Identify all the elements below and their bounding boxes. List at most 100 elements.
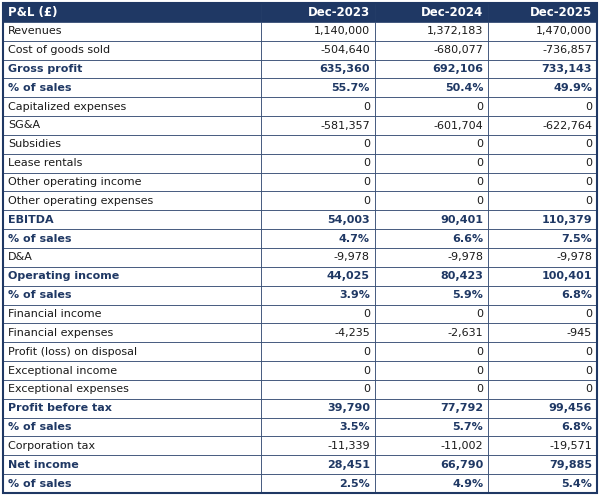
Text: Exceptional expenses: Exceptional expenses <box>8 384 129 394</box>
Bar <box>262 248 375 267</box>
Bar <box>488 323 597 342</box>
Text: Operating income: Operating income <box>8 271 119 281</box>
Bar <box>488 97 597 116</box>
Text: 0: 0 <box>585 366 592 375</box>
Bar <box>262 3 375 22</box>
Bar <box>375 418 488 436</box>
Bar <box>488 22 597 41</box>
Bar <box>375 116 488 135</box>
Bar <box>3 342 262 361</box>
Bar <box>488 229 597 248</box>
Bar <box>262 436 375 455</box>
Text: -11,002: -11,002 <box>440 441 483 451</box>
Text: 0: 0 <box>585 177 592 187</box>
Bar <box>488 173 597 191</box>
Bar <box>488 474 597 493</box>
Bar <box>262 323 375 342</box>
Text: 0: 0 <box>363 139 370 149</box>
Text: 7.5%: 7.5% <box>561 234 592 244</box>
Text: 0: 0 <box>585 139 592 149</box>
Bar <box>375 210 488 229</box>
Text: 0: 0 <box>363 196 370 206</box>
Text: 635,360: 635,360 <box>319 64 370 74</box>
Text: Exceptional income: Exceptional income <box>8 366 117 375</box>
Bar <box>375 3 488 22</box>
Bar <box>488 248 597 267</box>
Bar <box>375 191 488 210</box>
Bar <box>3 173 262 191</box>
Text: Capitalized expenses: Capitalized expenses <box>8 102 126 112</box>
Text: 1,372,183: 1,372,183 <box>427 26 483 36</box>
Text: 0: 0 <box>476 196 483 206</box>
Text: 0: 0 <box>585 158 592 168</box>
Text: 55.7%: 55.7% <box>331 83 370 93</box>
Bar <box>3 116 262 135</box>
Bar <box>262 154 375 173</box>
Text: -2,631: -2,631 <box>448 328 483 338</box>
Bar <box>262 173 375 191</box>
Text: 6.8%: 6.8% <box>561 290 592 300</box>
Text: -581,357: -581,357 <box>320 121 370 130</box>
Bar <box>262 97 375 116</box>
Text: Gross profit: Gross profit <box>8 64 82 74</box>
Bar <box>375 135 488 154</box>
Bar <box>262 286 375 305</box>
Bar <box>3 323 262 342</box>
Text: 0: 0 <box>585 102 592 112</box>
Bar <box>488 210 597 229</box>
Text: 0: 0 <box>476 384 483 394</box>
Text: 79,885: 79,885 <box>549 460 592 470</box>
Bar <box>375 267 488 286</box>
Text: 5.7%: 5.7% <box>452 422 483 432</box>
Text: -19,571: -19,571 <box>549 441 592 451</box>
Bar <box>375 474 488 493</box>
Bar <box>375 305 488 323</box>
Bar <box>375 78 488 97</box>
Bar <box>3 305 262 323</box>
Text: 0: 0 <box>585 309 592 319</box>
Text: 3.9%: 3.9% <box>339 290 370 300</box>
Bar <box>262 191 375 210</box>
Bar <box>3 135 262 154</box>
Text: 49.9%: 49.9% <box>553 83 592 93</box>
Bar <box>375 286 488 305</box>
Bar <box>3 229 262 248</box>
Text: Profit before tax: Profit before tax <box>8 403 112 413</box>
Bar <box>488 154 597 173</box>
Bar <box>488 286 597 305</box>
Text: 50.4%: 50.4% <box>445 83 483 93</box>
Bar <box>488 267 597 286</box>
Text: Dec-2023: Dec-2023 <box>308 6 370 19</box>
Bar <box>375 248 488 267</box>
Bar <box>3 22 262 41</box>
Text: Profit (loss) on disposal: Profit (loss) on disposal <box>8 347 137 357</box>
Text: Dec-2024: Dec-2024 <box>421 6 483 19</box>
Text: -945: -945 <box>567 328 592 338</box>
Bar <box>375 60 488 78</box>
Bar <box>375 380 488 399</box>
Bar <box>488 418 597 436</box>
Text: Other operating income: Other operating income <box>8 177 142 187</box>
Text: -9,978: -9,978 <box>556 252 592 262</box>
Bar <box>375 97 488 116</box>
Bar <box>3 399 262 418</box>
Bar <box>488 342 597 361</box>
Text: -736,857: -736,857 <box>542 45 592 55</box>
Text: -504,640: -504,640 <box>320 45 370 55</box>
Text: D&A: D&A <box>8 252 33 262</box>
Text: Subsidies: Subsidies <box>8 139 61 149</box>
Bar <box>488 305 597 323</box>
Text: 28,451: 28,451 <box>327 460 370 470</box>
Bar <box>262 418 375 436</box>
Bar <box>262 474 375 493</box>
Bar <box>3 41 262 60</box>
Bar <box>262 210 375 229</box>
Bar <box>3 436 262 455</box>
Bar <box>3 154 262 173</box>
Text: % of sales: % of sales <box>8 290 71 300</box>
Text: 4.9%: 4.9% <box>452 479 483 489</box>
Text: 66,790: 66,790 <box>440 460 483 470</box>
Bar <box>3 210 262 229</box>
Bar <box>262 342 375 361</box>
Text: % of sales: % of sales <box>8 422 71 432</box>
